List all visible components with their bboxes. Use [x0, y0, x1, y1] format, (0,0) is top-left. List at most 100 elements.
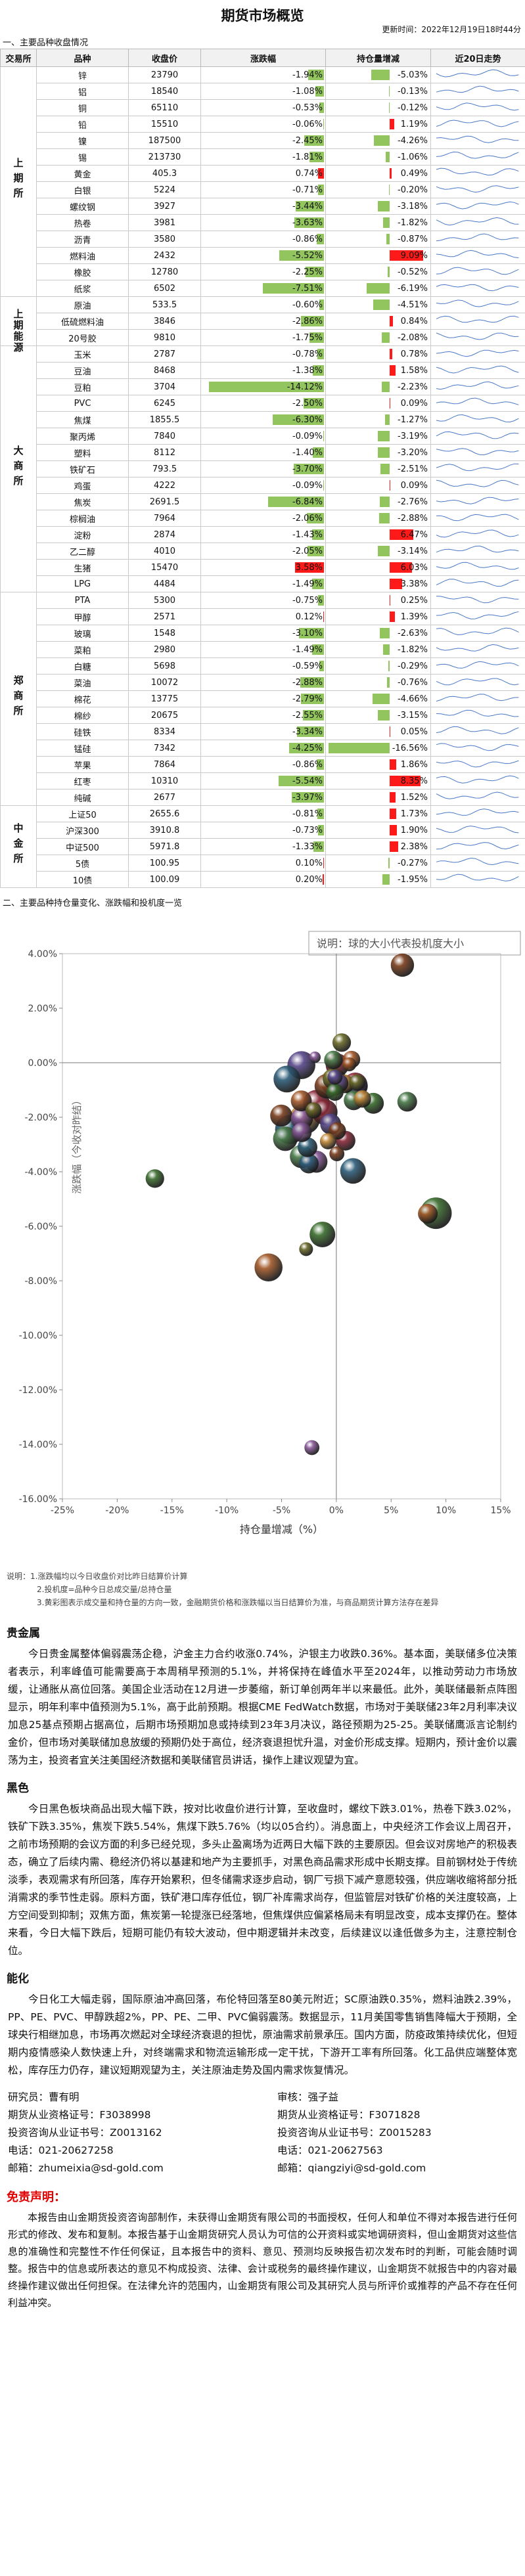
oi-cell: 1.58% — [325, 362, 431, 379]
exchange-name: 上期所 — [12, 158, 24, 203]
sparkline-path — [436, 201, 519, 210]
change-label: -0.59% — [292, 661, 323, 671]
table-row: 淀粉 2874 -1.43% 6.47% — [1, 526, 525, 543]
oi-bar — [382, 874, 390, 885]
sparkline — [436, 842, 519, 850]
exchange-cell: 上期能源 — [0, 296, 37, 353]
change-cell: -4.25% — [200, 740, 326, 757]
table-row: 乙二醇 4010 -2.05% -3.14% — [1, 543, 525, 560]
close-price: 7840 — [128, 428, 201, 445]
sparkline-cell — [430, 707, 525, 724]
sparkline — [436, 644, 519, 652]
change-bar — [323, 119, 324, 129]
table-row: 黄金 405.3 0.74% 0.49% — [1, 165, 525, 182]
close-price: 6502 — [128, 280, 201, 297]
product-name: 塑料 — [36, 444, 129, 461]
oi-label: -4.51% — [398, 300, 428, 310]
product-name: 上证50 — [36, 805, 129, 822]
product-name: 铁矿石 — [36, 460, 129, 477]
chart-note: 2.投机度=品种今日总成交量/总持仓量 — [37, 1585, 172, 1594]
change-cell: -0.86% — [200, 231, 326, 248]
oi-cell: -4.26% — [325, 132, 431, 149]
sparkline-path — [436, 760, 519, 768]
change-bar — [308, 70, 324, 80]
y-tick-label: 0.00% — [28, 1058, 57, 1069]
table-row: 铁矿石 793.5 -3.70% -2.51% — [1, 460, 525, 477]
sparkline — [436, 874, 519, 881]
change-label: -3.10% — [292, 628, 323, 638]
change-label: -1.38% — [292, 365, 323, 376]
table-row: 热卷 3981 -3.63% -1.82% — [1, 214, 525, 231]
oi-bar — [367, 283, 390, 294]
sparkline-cell — [430, 116, 525, 133]
change-label: -3.97% — [292, 792, 323, 803]
change-bar — [309, 332, 324, 343]
sparkline — [436, 497, 519, 504]
oi-cell: -1.06% — [325, 148, 431, 166]
change-cell: -1.75% — [200, 329, 326, 346]
product-name: 生猪 — [36, 559, 129, 576]
bubble — [342, 1057, 357, 1071]
bubble — [390, 953, 415, 977]
sparkline-cell — [430, 871, 525, 888]
table-row: 玻璃 1548 -3.10% -2.63% — [1, 625, 525, 642]
oi-label: 0.25% — [400, 595, 428, 606]
contact-item: 期货从业资格证号：F3071828 — [277, 2109, 421, 2121]
table-row: 焦炭 2691.5 -6.84% -2.76% — [1, 493, 525, 510]
change-label: -6.30% — [292, 414, 323, 425]
exchange-cell: 中金所 — [0, 805, 37, 888]
bubble-chart: 说明：球的大小代表投机度大小 -25% -20% -15% -10% -5% 0% 5% 10… — [19, 931, 521, 1536]
product-name: 10债 — [36, 871, 129, 888]
oi-label: 0.09% — [400, 480, 428, 491]
close-price: 2691.5 — [128, 493, 201, 510]
column-header: 品种 — [36, 49, 129, 67]
change-bar — [318, 185, 324, 195]
oi-bar — [329, 743, 390, 753]
sparkline — [436, 694, 519, 702]
close-price: 405.3 — [128, 165, 201, 182]
column-header: 持仓量增减 — [325, 49, 431, 67]
bubble — [309, 1052, 321, 1063]
sparkline-path — [436, 644, 519, 652]
bubble — [273, 1065, 301, 1093]
product-name: 沪深300 — [36, 822, 129, 839]
change-label: -5.54% — [292, 776, 323, 786]
oi-cell: 0.78% — [325, 345, 431, 363]
sparkline-path — [436, 300, 519, 307]
disclaimer-title: 免责声明： — [7, 2190, 66, 2204]
sparkline-cell — [430, 772, 525, 789]
change-bar — [304, 398, 324, 409]
table-row: 10债 100.09 0.20% -1.95% — [1, 871, 525, 888]
x-tick-label: 10% — [436, 1505, 456, 1516]
oi-cell: -0.29% — [325, 657, 431, 675]
table-row: 中金所 上证50 2655.6 -0.81% 1.73% — [0, 805, 525, 888]
contact-item: 邮箱：qiangziyi@sd-gold.com — [277, 2162, 426, 2174]
change-bar — [279, 776, 324, 786]
bubble — [292, 1122, 312, 1142]
sparkline — [436, 365, 519, 374]
sparkline — [436, 151, 519, 159]
sparkline-path — [436, 579, 519, 587]
change-cell: 0.20% — [200, 871, 326, 888]
bubble — [354, 1090, 371, 1108]
section-title: 黑色 — [7, 1782, 29, 1795]
sparkline-path — [436, 479, 519, 487]
change-cell: -1.43% — [200, 526, 326, 543]
sparkline-path — [436, 514, 519, 522]
oi-cell: -3.20% — [325, 444, 431, 461]
product-name: LPG — [36, 575, 129, 592]
change-label: -3.63% — [292, 217, 323, 228]
oi-bar — [390, 809, 396, 819]
oi-bar — [389, 102, 390, 113]
table-row: 铝 18540 -1.08% -0.13% — [1, 83, 525, 100]
change-cell: -3.10% — [200, 625, 326, 642]
table-row: 上期所 锌 23790 -1.94% -5.03% — [0, 66, 525, 297]
sparkline-cell — [430, 723, 525, 740]
sparkline — [436, 791, 519, 799]
exchange-name: 中金所 — [12, 822, 24, 868]
oi-label: 0.49% — [400, 168, 428, 179]
oi-bar — [378, 201, 390, 211]
table-body: 上期所 锌 23790 -1.94% -5.03% 铝 18540 -1.08% -0.13% 铜… — [0, 66, 525, 888]
sparkline — [436, 267, 519, 275]
commentary-section: 黑色 今日黑色板块商品出现大幅下跌，按对比收盘价进行计算，至收盘时，螺纹下跌3.0… — [0, 1779, 525, 1960]
